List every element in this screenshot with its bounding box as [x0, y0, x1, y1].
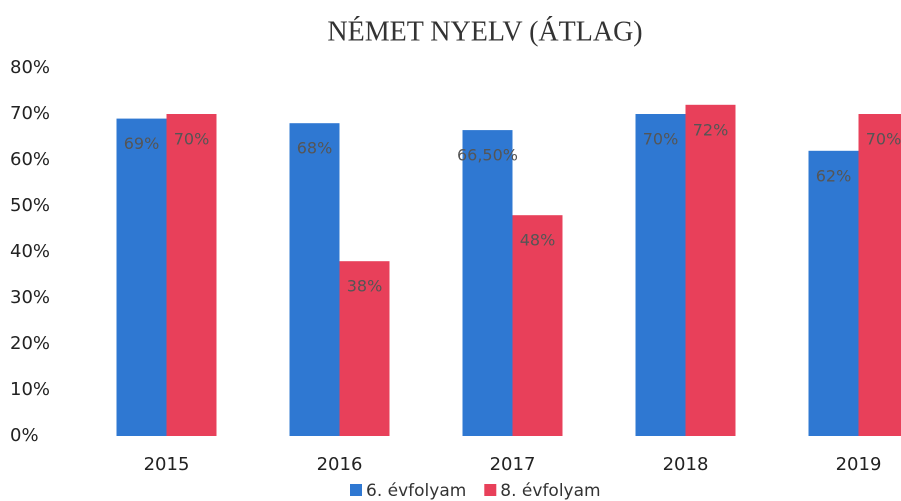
bar: [462, 130, 513, 436]
y-tick-label: 0%: [10, 425, 39, 446]
y-tick-label: 40%: [10, 241, 50, 262]
y-tick-label: 20%: [10, 333, 50, 354]
y-tick-label: 10%: [10, 379, 50, 400]
bar: [289, 123, 340, 436]
bar: [166, 114, 217, 436]
bar: [858, 114, 901, 436]
x-tick-label: 2015: [144, 454, 190, 475]
value-label: 38%: [347, 277, 383, 296]
value-label: 70%: [174, 130, 210, 149]
value-label: 69%: [124, 134, 160, 153]
x-tick-label: 2016: [317, 454, 363, 475]
value-label: 68%: [297, 139, 333, 158]
value-label: 72%: [693, 120, 729, 139]
bar: [116, 118, 167, 436]
y-tick-label: 80%: [10, 57, 50, 78]
y-tick-label: 70%: [10, 103, 50, 124]
x-tick-label: 2019: [836, 454, 882, 475]
bar: [339, 261, 390, 436]
bar: [808, 150, 859, 437]
legend-label: 8. évfolyam: [500, 481, 600, 501]
chart-title: NÉMET NYELV (ÁTLAG): [327, 16, 642, 47]
bar: [512, 215, 563, 436]
legend-swatch: [484, 484, 497, 496]
y-tick-label: 60%: [10, 149, 50, 170]
value-label: 48%: [520, 231, 556, 250]
value-label: 70%: [866, 130, 901, 149]
value-label: 70%: [643, 130, 679, 149]
value-label: 66,50%: [457, 146, 518, 165]
y-tick-label: 30%: [10, 287, 50, 308]
bar: [635, 114, 686, 436]
y-tick-label: 50%: [10, 195, 50, 216]
x-tick-label: 2018: [663, 454, 709, 475]
bar: [685, 104, 736, 437]
value-label: 62%: [816, 166, 852, 185]
legend-label: 6. évfolyam: [366, 481, 466, 501]
legend-swatch: [350, 484, 362, 496]
x-tick-label: 2017: [490, 454, 536, 475]
